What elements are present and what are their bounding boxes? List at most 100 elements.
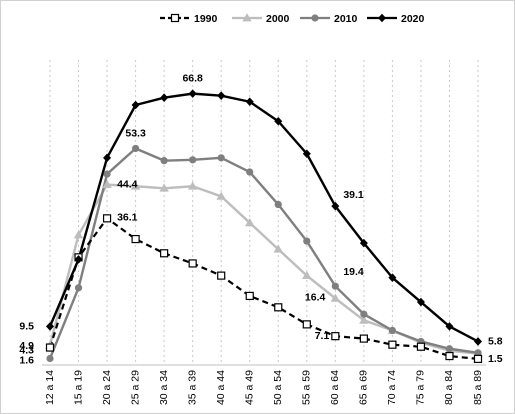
data-point-1990: [445, 351, 454, 361]
data-label: 4.9: [19, 340, 34, 352]
data-point-2020: [388, 273, 397, 282]
data-point-1990: [473, 354, 483, 364]
series-line-2010: [48, 147, 479, 359]
data-point-1990: [45, 343, 55, 352]
data-point-2010: [331, 282, 339, 290]
x-tick-label: 25 a 29: [129, 370, 141, 405]
data-point-2020: [217, 91, 226, 100]
x-tick-label: 35 a 39: [186, 370, 198, 405]
data-point-2020: [245, 97, 254, 107]
x-tick-label: 85 a 89: [472, 370, 484, 405]
data-point-2000: [245, 218, 255, 227]
data-label: 4.3: [19, 345, 34, 357]
data-point-2020: [474, 337, 482, 346]
data-point-2020: [188, 89, 197, 98]
data-point-2010: [360, 310, 368, 318]
data-point-2020: [274, 116, 283, 126]
data-point-2010: [74, 284, 83, 292]
data-point-2010: [189, 156, 197, 164]
data-point-1990: [102, 214, 112, 223]
data-point-2010: [474, 349, 482, 357]
data-point-2000: [187, 181, 198, 190]
data-label: 1.6: [19, 355, 34, 367]
data-point-2010: [132, 144, 140, 153]
data-point-1990: [245, 291, 254, 301]
data-point-2010: [160, 157, 168, 165]
data-point-2020: [445, 322, 454, 331]
data-point-2020: [359, 238, 368, 248]
data-point-2000: [130, 181, 141, 190]
data-point-2000: [102, 179, 112, 189]
data-point-2010: [274, 200, 282, 209]
series-line-1990: [48, 217, 479, 361]
legend-label: 1990: [194, 13, 218, 25]
data-point-2020: [74, 255, 83, 264]
data-point-2010: [103, 170, 111, 178]
data-point-2010: [388, 326, 396, 335]
series-lines: [48, 92, 479, 361]
x-tick-label: 30 a 34: [158, 370, 170, 405]
x-tick-label: 80 a 84: [443, 370, 455, 405]
x-tick-label: 70 a 74: [386, 370, 398, 405]
data-point-2000: [302, 270, 312, 280]
data-point-1990: [160, 249, 169, 258]
x-tick-label: 75 a 79: [415, 370, 427, 405]
data-point-2020: [331, 201, 340, 211]
x-tick-label: 15 a 19: [72, 370, 84, 405]
legend-marker: [242, 13, 252, 22]
x-tick-label: 12 a 14: [44, 370, 56, 405]
data-label: 44.4: [117, 179, 138, 191]
data-label: 36.1: [117, 211, 138, 223]
legend-marker: [170, 13, 180, 23]
x-tick-label: 20 a 24: [101, 370, 113, 405]
data-point-2020: [46, 322, 54, 331]
legend-label: 2010: [334, 13, 358, 25]
data-point-2010: [217, 154, 225, 162]
data-point-2010: [445, 345, 454, 353]
data-point-2020: [103, 153, 112, 163]
x-tick-label: 55 a 59: [301, 370, 313, 405]
data-point-1990: [217, 271, 226, 280]
series-markers: [45, 89, 483, 364]
data-point-2000: [359, 315, 369, 324]
legend-label: 2000: [266, 13, 290, 25]
legend-label: 2020: [401, 13, 425, 25]
data-point-1990: [416, 342, 426, 351]
data-label: 1.5: [488, 353, 503, 365]
data-point-2020: [160, 93, 169, 102]
vertical-gridlines: [49, 60, 479, 365]
x-tick-label: 60 a 64: [329, 370, 341, 405]
legend-marker: [378, 13, 386, 23]
series-line-2020: [48, 92, 479, 343]
data-point-1990: [302, 320, 311, 329]
legend-marker: [311, 14, 319, 22]
data-label: 5.8: [488, 335, 503, 347]
data-point-2000: [330, 293, 341, 302]
data-point-2010: [303, 237, 311, 245]
x-tick-label: 40 a 44: [215, 370, 227, 405]
data-point-2010: [46, 354, 54, 363]
data-point-1990: [188, 259, 197, 268]
data-point-2000: [273, 244, 283, 253]
data-label: 53.3: [125, 127, 146, 139]
data-point-1990: [359, 334, 368, 343]
data-point-2010: [246, 168, 254, 176]
data-point-1990: [388, 340, 397, 349]
data-point-2000: [216, 191, 226, 200]
data-point-2000: [159, 183, 169, 192]
data-point-1990: [274, 303, 283, 312]
legend: 1990 2000 2010 2020: [160, 13, 425, 25]
data-label: 19.4: [343, 266, 364, 278]
data-point-2020: [416, 297, 425, 307]
x-tick-label: 45 a 49: [244, 370, 256, 405]
data-point-1990: [131, 234, 140, 244]
data-label: 7.1: [315, 330, 330, 342]
data-point-2020: [131, 100, 140, 110]
x-tick-labels: 12 a 14 15 a 19 20 a 24 25 a 29 30 a 34 35 a …: [44, 370, 484, 405]
data-label: 9.5: [19, 320, 34, 332]
data-labels: 9.5 4.94.31.6 36.1 44.4 53.3 66.8 39.1 19.4 16.4…: [19, 73, 502, 367]
data-point-2000: [73, 230, 84, 239]
data-label: 66.8: [182, 73, 203, 85]
